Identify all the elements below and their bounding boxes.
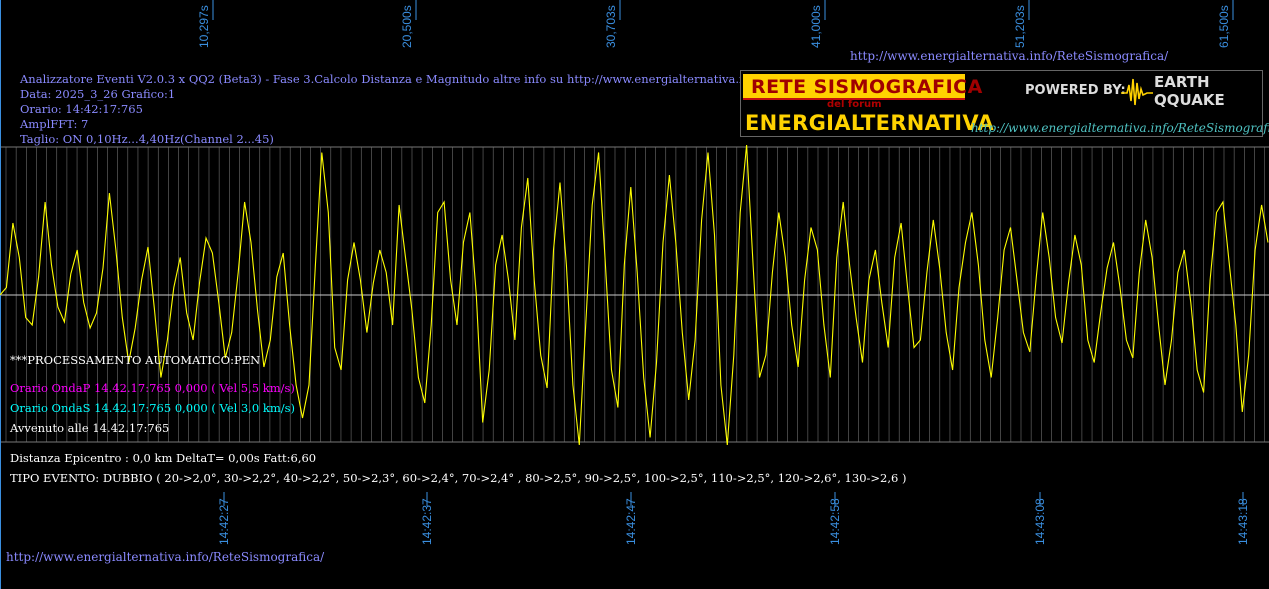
top-url[interactable]: http://www.energialternativa.info/ReteSi…	[850, 49, 1169, 63]
logo-earth: EARTH	[1154, 73, 1210, 91]
header-title: Analizzatore Eventi V2.0.3 x QQ2 (Beta3)…	[20, 72, 821, 86]
processing-status: ***PROCESSAMENTO AUTOMATICO:PEN	[10, 353, 261, 367]
top-tick-label: 30,703s	[604, 5, 618, 48]
logo-qquake: QQUAKE	[1154, 91, 1225, 109]
bottom-tick-label: 14:42:58	[828, 498, 842, 545]
onda-s-time: Orario OndaS 14.42.17:765 0,000 ( Vel 3,…	[10, 401, 296, 415]
top-tick-label: 61,500s	[1217, 5, 1231, 48]
header-channel: (Channel 2...45)	[180, 132, 274, 146]
header-time: Orario: 14:42:17:765	[20, 102, 143, 116]
top-tick-label: 41,000s	[809, 5, 823, 48]
bottom-tick-label: 14:42:47	[624, 498, 638, 545]
logo-yellow-band	[743, 74, 965, 98]
epicenter-distance: Distanza Epicentro : 0,0 km DeltaT= 0,00…	[10, 451, 317, 465]
top-tick-label: 51,203s	[1013, 5, 1027, 48]
bottom-time-axis: 14:42:27 14:42:37 14:42:47 14:42:58 14:43:08…	[217, 492, 1250, 545]
event-type: TIPO EVENTO: DUBBIO ( 20->2,0°, 30->2,2°…	[10, 471, 907, 485]
onda-p-time: Orario OndaP 14.42.17:765 0,000 ( Vel 5,…	[10, 381, 295, 395]
header-amplfft: AmplFFT: 7	[20, 117, 89, 131]
top-time-axis: 10,297s 20,500s 30,703s 41,000s 51,203s 61,50…	[197, 0, 1234, 48]
seismograph-icon	[1121, 78, 1153, 106]
rete-sismografica-logo[interactable]: RETE SISMOGRAFICA del forum ENERGIALTERN…	[740, 70, 1269, 137]
logo-powered-by: POWERED BY:	[1025, 83, 1126, 98]
bottom-url[interactable]: http://www.energialternativa.info/ReteSi…	[6, 550, 325, 564]
logo-title: RETE SISMOGRAFICA	[751, 76, 983, 98]
top-tick-label: 20,500s	[400, 5, 414, 48]
bottom-tick-label: 14:42:37	[420, 498, 434, 545]
top-tick-label: 10,297s	[197, 5, 211, 48]
seismic-trace	[0, 144, 1269, 446]
logo-url[interactable]: http://www.energialternativa.info/ReteSi…	[971, 121, 1269, 135]
bottom-tick-label: 14:43:08	[1033, 498, 1047, 545]
event-time: Avvenuto alle 14.42.17:765	[10, 421, 170, 435]
logo-subtitle: del forum	[827, 99, 882, 110]
header-filter: Taglio: ON 0,10Hz...4,40Hz	[20, 132, 181, 146]
bottom-tick-label: 14:43:18	[1236, 498, 1250, 545]
bottom-tick-label: 14:42:27	[217, 498, 231, 545]
header-date: Data: 2025_3_26 Grafico:1	[20, 87, 176, 101]
logo-brand: ENERGIALTERNATIVA	[745, 111, 994, 135]
